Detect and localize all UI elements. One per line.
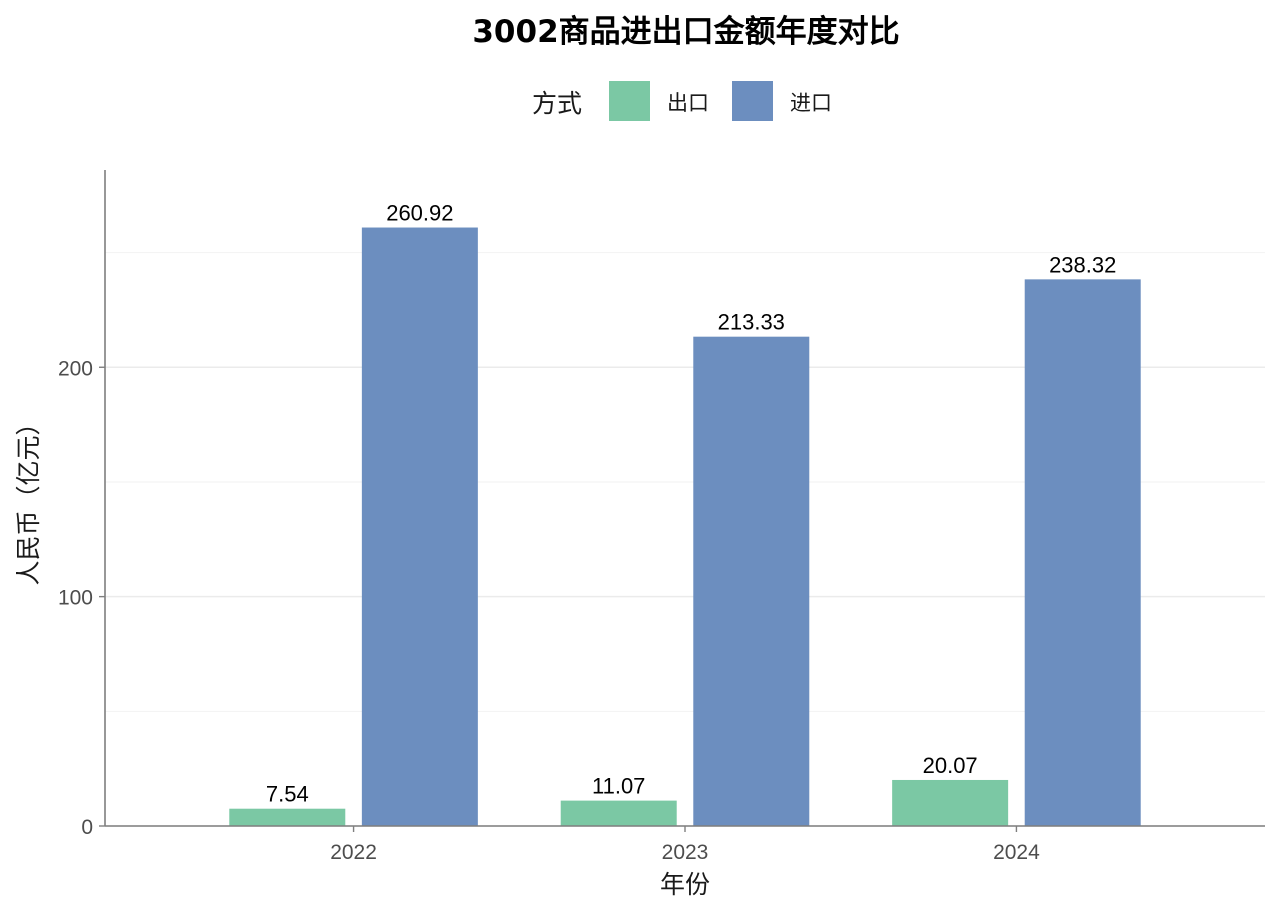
y-axis-title: 人民币（亿元） bbox=[14, 410, 43, 585]
value-label: 20.07 bbox=[923, 753, 978, 778]
legend-label-export: 出口 bbox=[667, 91, 709, 115]
bar-import-2022 bbox=[361, 227, 478, 827]
legend-swatch-export bbox=[609, 81, 650, 121]
x-tick-label: 2023 bbox=[662, 841, 709, 864]
bar-import-2024 bbox=[1024, 279, 1141, 827]
x-tick-label: 2024 bbox=[993, 841, 1040, 864]
legend: 方式 出口 进口 bbox=[532, 81, 832, 121]
value-label: 260.92 bbox=[386, 201, 453, 226]
bars bbox=[229, 227, 1141, 827]
y-tick-label: 100 bbox=[58, 587, 93, 610]
legend-swatch-import bbox=[732, 81, 773, 121]
x-tick-labels: 2022 2023 2024 bbox=[330, 826, 1040, 864]
bar-import-2023 bbox=[693, 336, 810, 826]
y-tick-label: 0 bbox=[81, 816, 93, 839]
y-tick-labels: 0 100 200 bbox=[58, 357, 105, 839]
legend-label-import: 进口 bbox=[790, 91, 832, 115]
bar-export-2024 bbox=[892, 779, 1009, 826]
value-label: 238.32 bbox=[1049, 252, 1116, 277]
chart-title: 3002商品进出口金额年度对比 bbox=[472, 14, 899, 50]
value-label: 11.07 bbox=[592, 774, 645, 799]
x-axis-title: 年份 bbox=[660, 870, 710, 899]
value-labels: 7.54 260.92 11.07 213.33 20.07 238.32 bbox=[266, 201, 1116, 807]
x-tick-label: 2022 bbox=[330, 841, 377, 864]
bar-export-2022 bbox=[229, 808, 346, 826]
y-tick-label: 200 bbox=[58, 357, 93, 380]
value-label: 7.54 bbox=[266, 782, 309, 807]
value-label: 213.33 bbox=[718, 310, 785, 335]
bar-export-2023 bbox=[560, 800, 677, 826]
legend-title: 方式 bbox=[532, 89, 582, 118]
